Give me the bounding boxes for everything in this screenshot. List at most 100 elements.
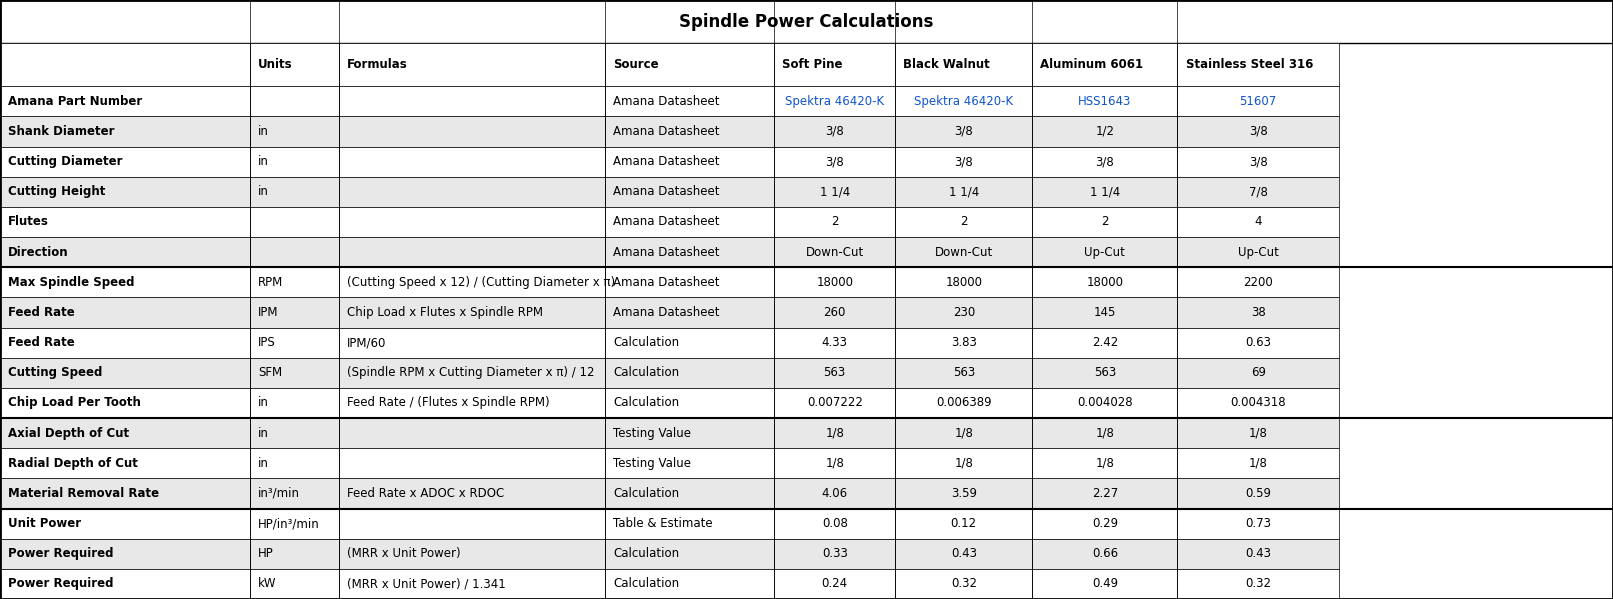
Bar: [250, 267, 339, 297]
Text: 563: 563: [824, 367, 845, 379]
Bar: [605, 479, 774, 509]
Text: 0.24: 0.24: [821, 577, 848, 591]
Text: 2: 2: [831, 216, 839, 228]
Bar: [774, 147, 895, 177]
Text: Unit Power: Unit Power: [8, 517, 81, 530]
Text: 0.12: 0.12: [950, 517, 977, 530]
Bar: [895, 237, 1032, 267]
Bar: [1032, 509, 1177, 539]
Bar: [774, 86, 895, 116]
Bar: [1177, 388, 1339, 418]
Text: Calculation: Calculation: [613, 397, 679, 410]
Bar: [1177, 448, 1339, 479]
Bar: [1177, 509, 1339, 539]
Bar: [0, 0, 1613, 43]
Text: 3/8: 3/8: [826, 155, 844, 168]
Bar: [0, 418, 250, 448]
Text: 3/8: 3/8: [955, 155, 973, 168]
Bar: [250, 43, 339, 86]
Text: Testing Value: Testing Value: [613, 457, 690, 470]
Bar: [0, 297, 250, 328]
Text: Amana Datasheet: Amana Datasheet: [613, 95, 719, 108]
Bar: [774, 358, 895, 388]
Text: HSS1643: HSS1643: [1077, 95, 1132, 108]
Text: 18000: 18000: [816, 276, 853, 289]
Text: Flutes: Flutes: [8, 216, 48, 228]
Text: 1/8: 1/8: [955, 426, 973, 440]
Bar: [605, 569, 774, 599]
Text: 0.59: 0.59: [1245, 487, 1271, 500]
Bar: [605, 267, 774, 297]
Text: Direction: Direction: [8, 246, 69, 259]
Bar: [1177, 539, 1339, 569]
Bar: [774, 448, 895, 479]
Bar: [605, 116, 774, 147]
Text: Spektra 46420-K: Spektra 46420-K: [786, 95, 884, 108]
Bar: [0, 116, 250, 147]
Bar: [605, 448, 774, 479]
Bar: [250, 86, 339, 116]
Bar: [1177, 116, 1339, 147]
Bar: [1177, 86, 1339, 116]
Bar: [605, 418, 774, 448]
Text: Radial Depth of Cut: Radial Depth of Cut: [8, 457, 139, 470]
Text: Up-Cut: Up-Cut: [1084, 246, 1126, 259]
Text: 0.33: 0.33: [821, 547, 848, 560]
Bar: [0, 267, 250, 297]
Bar: [895, 116, 1032, 147]
Text: Calculation: Calculation: [613, 547, 679, 560]
Text: Formulas: Formulas: [347, 58, 408, 71]
Bar: [339, 569, 605, 599]
Bar: [339, 116, 605, 147]
Text: 18000: 18000: [1087, 276, 1123, 289]
Text: 0.63: 0.63: [1245, 336, 1271, 349]
Bar: [774, 177, 895, 207]
Bar: [895, 479, 1032, 509]
Bar: [605, 328, 774, 358]
Bar: [1032, 43, 1177, 86]
Bar: [774, 43, 895, 86]
Bar: [774, 418, 895, 448]
Text: 3/8: 3/8: [1248, 125, 1268, 138]
Text: HP/in³/min: HP/in³/min: [258, 517, 319, 530]
Bar: [339, 207, 605, 237]
Bar: [0, 43, 250, 86]
Text: 1 1/4: 1 1/4: [1090, 185, 1119, 198]
Text: 1/8: 1/8: [955, 457, 973, 470]
Text: 0.004028: 0.004028: [1077, 397, 1132, 410]
Bar: [1177, 358, 1339, 388]
Text: Feed Rate: Feed Rate: [8, 336, 74, 349]
Bar: [339, 539, 605, 569]
Bar: [774, 569, 895, 599]
Bar: [895, 207, 1032, 237]
Bar: [1032, 207, 1177, 237]
Text: Cutting Diameter: Cutting Diameter: [8, 155, 123, 168]
Bar: [1032, 448, 1177, 479]
Bar: [339, 43, 605, 86]
Bar: [605, 237, 774, 267]
Bar: [774, 116, 895, 147]
Text: (Cutting Speed x 12) / (Cutting Diameter x π): (Cutting Speed x 12) / (Cutting Diameter…: [347, 276, 615, 289]
Bar: [895, 418, 1032, 448]
Text: 1/8: 1/8: [826, 426, 844, 440]
Text: Material Removal Rate: Material Removal Rate: [8, 487, 160, 500]
Text: 0.006389: 0.006389: [936, 397, 992, 410]
Text: 3/8: 3/8: [1095, 155, 1115, 168]
Text: Cutting Height: Cutting Height: [8, 185, 105, 198]
Text: 51607: 51607: [1239, 95, 1277, 108]
Bar: [774, 539, 895, 569]
Text: Down-Cut: Down-Cut: [934, 246, 994, 259]
Text: Axial Depth of Cut: Axial Depth of Cut: [8, 426, 129, 440]
Text: in: in: [258, 125, 269, 138]
Text: 0.08: 0.08: [821, 517, 848, 530]
Text: Up-Cut: Up-Cut: [1237, 246, 1279, 259]
Bar: [774, 207, 895, 237]
Bar: [1032, 237, 1177, 267]
Text: Calculation: Calculation: [613, 367, 679, 379]
Text: Feed Rate: Feed Rate: [8, 306, 74, 319]
Text: in: in: [258, 426, 269, 440]
Bar: [250, 539, 339, 569]
Text: 0.007222: 0.007222: [806, 397, 863, 410]
Text: 0.49: 0.49: [1092, 577, 1118, 591]
Text: 563: 563: [1094, 367, 1116, 379]
